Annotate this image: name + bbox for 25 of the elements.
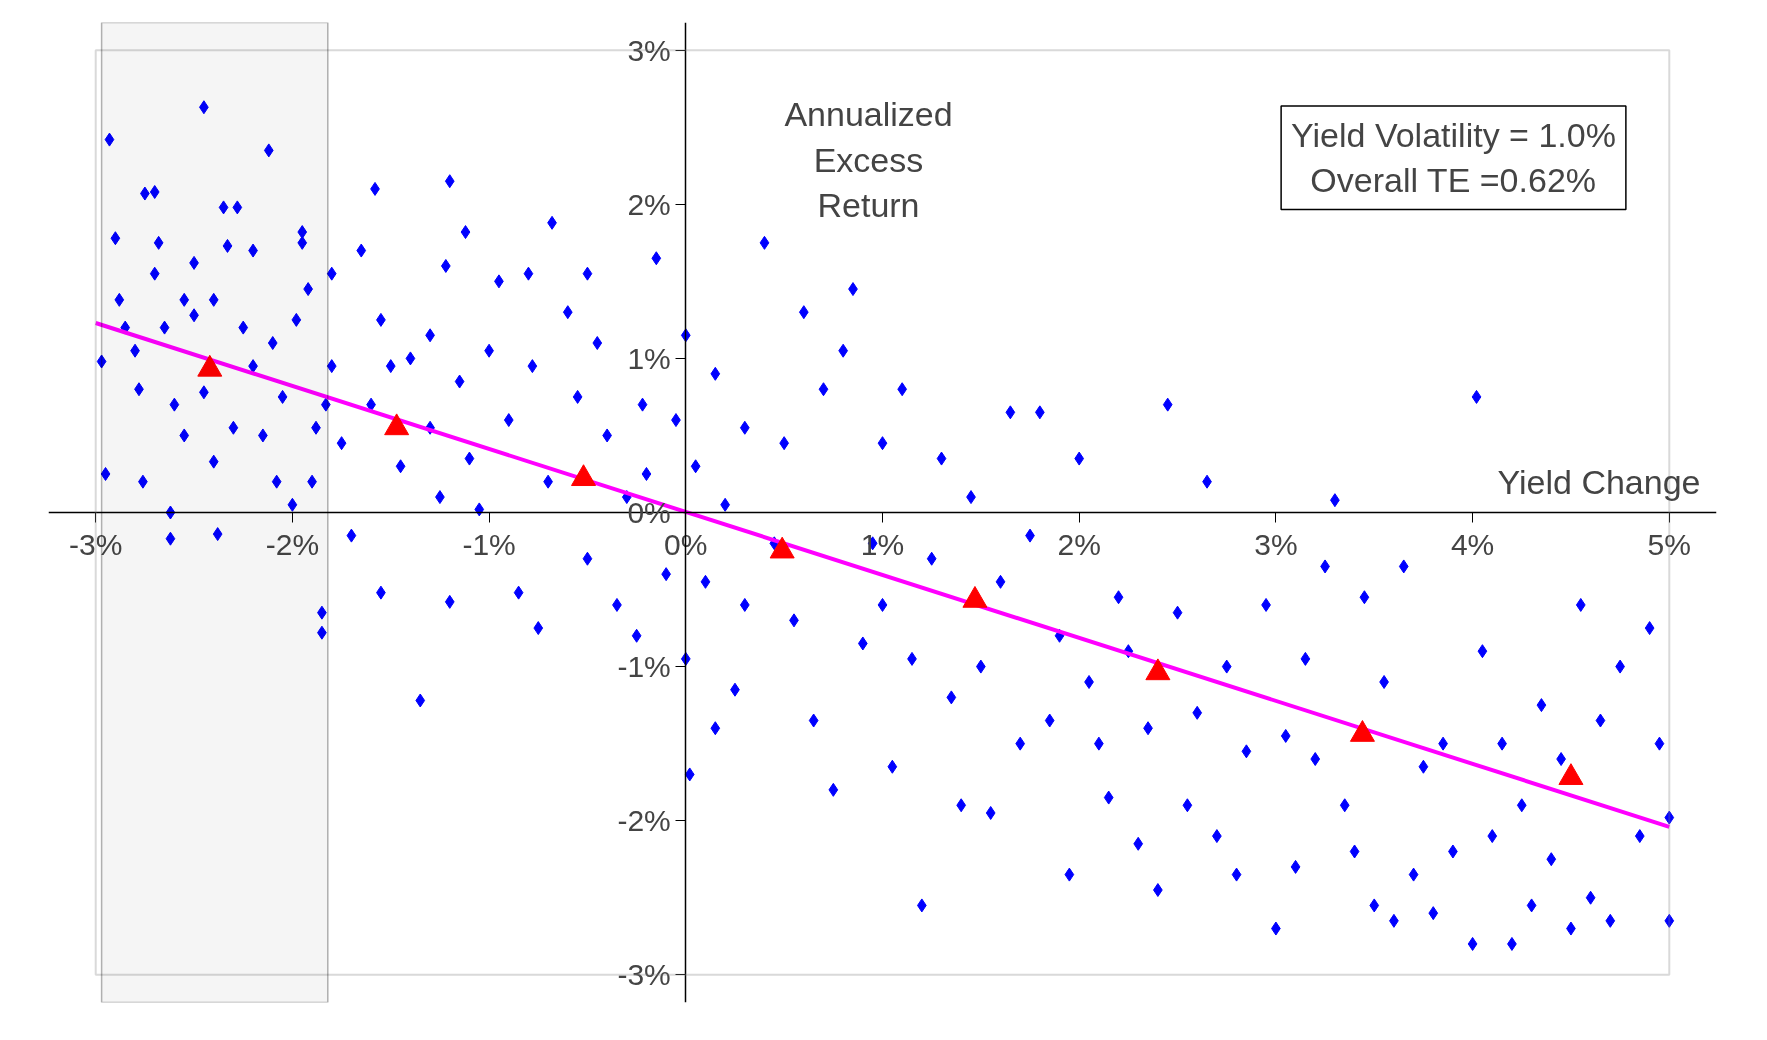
x-tick-label: 4%: [1450, 527, 1495, 561]
x-tick-label: -1%: [462, 527, 516, 561]
x-tick-label: 2%: [1057, 527, 1101, 561]
annotation: Yield Volatility = 1.0% Overall TE =0.62%: [1291, 115, 1616, 200]
y-tick-label: 1%: [627, 341, 671, 375]
x-axis-title: Yield Change: [1497, 462, 1701, 501]
y-tick-label: -2%: [617, 804, 671, 838]
y-tick-label: -1%: [617, 650, 671, 684]
point: [571, 464, 597, 487]
x-tick-label: -2%: [265, 527, 320, 561]
point: [1558, 763, 1584, 785]
point: [769, 536, 795, 559]
x-tick-label: -3%: [69, 527, 123, 561]
point: [384, 413, 410, 436]
y-tick-label: -3%: [617, 958, 671, 992]
y-tick-label: 3%: [627, 33, 671, 67]
point: [1349, 720, 1375, 742]
x-tick-label: 1%: [860, 527, 905, 561]
y-tick-label: 2%: [627, 187, 671, 221]
point: [197, 354, 223, 377]
point: [1145, 658, 1171, 681]
point: [962, 585, 988, 608]
x-tick-label: 5%: [1647, 527, 1691, 561]
y-axis-title: Annualized Excess Return: [784, 95, 953, 225]
x-tick-label: 3%: [1254, 527, 1298, 561]
